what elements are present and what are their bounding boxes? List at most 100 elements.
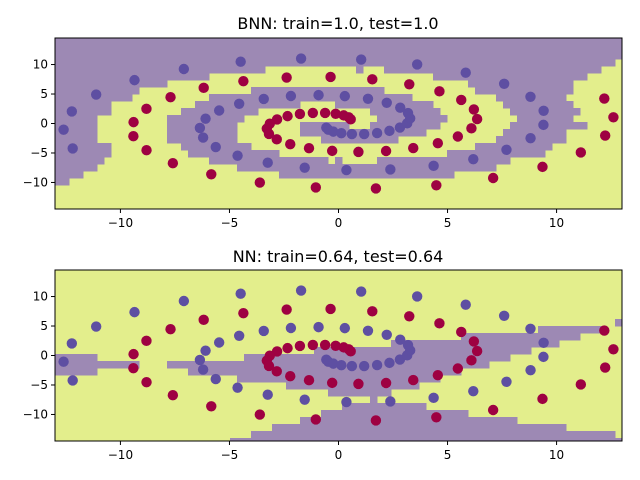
region-cell [209,136,217,144]
region-cell [377,164,385,172]
region-cell [167,66,175,74]
region-cell [62,164,70,172]
region-cell [517,129,525,137]
region-cell [398,438,406,441]
region-cell [251,52,259,60]
region-cell [90,143,98,151]
region-cell [531,52,539,60]
region-cell [83,101,91,109]
region-cell [62,108,70,116]
region-cell [321,52,329,60]
region-cell [97,38,105,46]
data-point-class-0 [310,414,322,425]
region-cell [153,73,161,81]
region-cell [615,38,622,46]
region-cell [384,438,392,441]
region-cell [517,73,525,81]
data-point-class-1 [538,351,549,363]
region-cell [174,73,182,81]
region-cell [545,59,553,67]
region-cell [601,38,609,46]
region-cell [489,38,497,46]
data-point-class-0 [431,412,442,423]
region-cell [468,38,476,46]
data-point-class-1 [262,157,273,168]
region-cell [489,52,497,60]
region-cell [349,410,357,418]
region-cell [146,73,154,81]
region-cell [153,52,161,60]
region-cell [167,38,175,46]
region-cell [370,94,378,102]
region-cell [342,87,350,95]
region-cell [104,101,112,109]
region-cell [384,417,392,425]
data-point-class-1 [67,375,78,386]
region-cell [391,403,399,411]
region-cell [482,87,490,95]
region-cell [363,375,371,383]
region-cell [559,94,567,102]
region-cell [321,59,329,67]
region-cell [55,361,63,369]
region-cell [552,431,560,439]
region-cell [335,389,343,397]
region-cell [76,164,84,172]
region-cell [405,94,413,102]
region-cell [181,136,189,144]
region-cell [440,340,448,348]
region-cell [461,38,469,46]
region-cell [384,157,392,165]
region-cell [419,375,427,383]
region-cell [90,80,98,88]
region-cell [167,45,175,53]
region-cell [104,59,112,67]
region-cell [517,122,525,130]
region-cell [370,368,378,376]
region-cell [356,94,364,102]
region-cell [216,115,224,123]
region-cell [545,122,553,130]
region-cell [440,38,448,46]
region-cell [174,122,182,130]
data-point-class-1 [235,56,246,67]
x-tick-label: −10 [108,216,133,230]
region-cell [349,382,357,390]
region-cell [419,340,427,348]
region-cell [174,59,182,67]
y-tick-label: −5 [30,378,48,392]
region-cell [111,80,119,88]
region-cell [286,157,294,165]
region-cell [412,171,420,179]
region-cell [538,143,546,151]
region-cell [230,52,238,60]
region-cell [202,143,210,151]
region-cell [223,66,231,74]
region-cell [223,101,231,109]
region-cell [216,94,224,102]
region-cell [454,38,462,46]
region-cell [552,333,560,341]
region-cell [160,52,168,60]
region-cell [475,45,483,53]
region-cell [426,340,434,348]
region-cell [286,361,294,369]
region-cell [391,129,399,137]
region-cell [209,157,217,165]
region-cell [517,136,525,144]
region-cell [496,45,504,53]
data-point-class-1 [235,288,246,299]
region-cell [335,431,343,439]
data-point-class-0 [575,147,587,158]
region-cell [573,38,581,46]
region-cell [265,38,273,46]
region-cell [377,431,385,439]
data-point-class-0 [404,79,415,90]
region-cell [279,45,287,53]
data-point-class-0 [206,169,217,180]
region-cell [69,150,77,158]
region-cell [587,38,595,46]
region-cell [552,108,560,116]
region-cell [412,340,420,348]
region-cell [517,424,525,432]
